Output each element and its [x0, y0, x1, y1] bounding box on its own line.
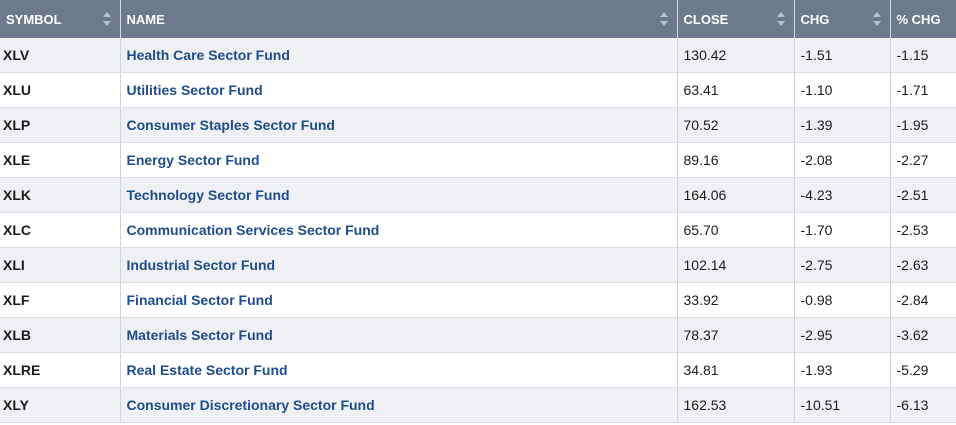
fund-name-link[interactable]: Consumer Staples Sector Fund [126, 117, 335, 133]
close-cell: 34.81 [677, 352, 795, 388]
pct-chg-cell: -2.51 [890, 177, 956, 213]
fund-name-link[interactable]: Utilities Sector Fund [126, 82, 263, 98]
name-cell: Consumer Discretionary Sector Fund [120, 387, 678, 423]
chg-cell: -1.70 [794, 212, 891, 248]
name-cell: Health Care Sector Fund [120, 38, 678, 73]
name-cell: Industrial Sector Fund [120, 247, 678, 283]
name-cell: Energy Sector Fund [120, 142, 678, 178]
fund-name-link[interactable]: Health Care Sector Fund [126, 47, 290, 63]
sort-arrows-icon[interactable] [776, 12, 785, 26]
name-cell: Communication Services Sector Fund [120, 212, 678, 248]
column-header-pct-chg[interactable]: % CHG [890, 0, 956, 38]
close-cell: 33.92 [677, 282, 795, 318]
close-cell: 63.41 [677, 72, 795, 108]
pct-chg-cell: -5.29 [890, 352, 956, 388]
chg-cell: -1.39 [794, 107, 891, 143]
name-cell: Technology Sector Fund [120, 177, 678, 213]
column-header-label: SYMBOL [6, 11, 62, 27]
pct-chg-cell: -2.84 [890, 282, 956, 318]
sort-arrows-icon[interactable] [659, 12, 668, 26]
symbol-cell: XLK [0, 177, 121, 213]
column-header-symbol[interactable]: SYMBOL [0, 0, 121, 38]
pct-chg-cell: -1.71 [890, 72, 956, 108]
column-header-label: CHG [800, 11, 830, 27]
sort-arrows-icon[interactable] [872, 12, 881, 26]
symbol-cell: XLC [0, 212, 121, 248]
chg-cell: -4.23 [794, 177, 891, 213]
close-cell: 89.16 [677, 142, 795, 178]
column-header-chg[interactable]: CHG [794, 0, 891, 38]
name-cell: Financial Sector Fund [120, 282, 678, 318]
symbol-cell: XLRE [0, 352, 121, 388]
table-row: XLK Technology Sector Fund 164.06 -4.23 -2.5… [0, 177, 956, 213]
fund-name-link[interactable]: Financial Sector Fund [126, 292, 273, 308]
name-cell: Utilities Sector Fund [120, 72, 678, 108]
sort-arrows-icon[interactable] [102, 12, 111, 26]
name-cell: Consumer Staples Sector Fund [120, 107, 678, 143]
pct-chg-cell: -2.53 [890, 212, 956, 248]
table-row: XLU Utilities Sector Fund 63.41 -1.10 -1.71 [0, 72, 956, 108]
chg-cell: -10.51 [794, 387, 891, 423]
table-header: SYMBOL NAME CLOSE CHG % CHG [0, 0, 956, 38]
fund-name-link[interactable]: Energy Sector Fund [126, 152, 260, 168]
close-cell: 70.52 [677, 107, 795, 143]
symbol-cell: XLU [0, 72, 121, 108]
symbol-cell: XLV [0, 38, 121, 73]
table-row: XLI Industrial Sector Fund 102.14 -2.75 -2.6… [0, 247, 956, 283]
table-row: XLY Consumer Discretionary Sector Fund 162… [0, 387, 956, 423]
chg-cell: -1.10 [794, 72, 891, 108]
chg-cell: -1.93 [794, 352, 891, 388]
column-header-label: % CHG [896, 11, 941, 27]
chg-cell: -0.98 [794, 282, 891, 318]
table-row: XLV Health Care Sector Fund 130.42 -1.51 -1.… [0, 38, 956, 73]
pct-chg-cell: -2.27 [890, 142, 956, 178]
pct-chg-cell: -1.15 [890, 38, 956, 73]
table-row: XLRE Real Estate Sector Fund 34.81 -1.93 -5.… [0, 352, 956, 388]
fund-name-link[interactable]: Technology Sector Fund [126, 187, 290, 203]
chg-cell: -1.51 [794, 38, 891, 73]
table-row: XLB Materials Sector Fund 78.37 -2.95 -3.62 [0, 317, 956, 353]
name-cell: Materials Sector Fund [120, 317, 678, 353]
close-cell: 130.42 [677, 38, 795, 73]
close-cell: 78.37 [677, 317, 795, 353]
symbol-cell: XLP [0, 107, 121, 143]
symbol-cell: XLY [0, 387, 121, 423]
table-row: XLF Financial Sector Fund 33.92 -0.98 -2.84 [0, 282, 956, 318]
chg-cell: -2.95 [794, 317, 891, 353]
table-row: XLC Communication Services Sector Fund 65.… [0, 212, 956, 248]
column-header-name[interactable]: NAME [120, 0, 678, 38]
symbol-cell: XLI [0, 247, 121, 283]
symbol-cell: XLE [0, 142, 121, 178]
close-cell: 65.70 [677, 212, 795, 248]
table-row: XLE Energy Sector Fund 89.16 -2.08 -2.27 [0, 142, 956, 178]
fund-name-link[interactable]: Industrial Sector Fund [126, 257, 276, 273]
pct-chg-cell: -1.95 [890, 107, 956, 143]
symbol-cell: XLF [0, 282, 121, 318]
chg-cell: -2.08 [794, 142, 891, 178]
pct-chg-cell: -3.62 [890, 317, 956, 353]
fund-name-link[interactable]: Consumer Discretionary Sector Fund [126, 397, 375, 413]
fund-name-link[interactable]: Real Estate Sector Fund [126, 362, 288, 378]
column-header-label: CLOSE [683, 11, 729, 27]
fund-name-link[interactable]: Communication Services Sector Fund [126, 222, 380, 238]
table-body: XLV Health Care Sector Fund 130.42 -1.51 -1.… [0, 38, 956, 423]
close-cell: 102.14 [677, 247, 795, 283]
pct-chg-cell: -2.63 [890, 247, 956, 283]
pct-chg-cell: -6.13 [890, 387, 956, 423]
fund-name-link[interactable]: Materials Sector Fund [126, 327, 273, 343]
close-cell: 164.06 [677, 177, 795, 213]
column-header-close[interactable]: CLOSE [677, 0, 795, 38]
header-row: SYMBOL NAME CLOSE CHG % CHG [0, 0, 956, 38]
table-row: XLP Consumer Staples Sector Fund 70.52 -1.3… [0, 107, 956, 143]
column-header-label: NAME [126, 11, 165, 27]
close-cell: 162.53 [677, 387, 795, 423]
symbol-cell: XLB [0, 317, 121, 353]
name-cell: Real Estate Sector Fund [120, 352, 678, 388]
chg-cell: -2.75 [794, 247, 891, 283]
